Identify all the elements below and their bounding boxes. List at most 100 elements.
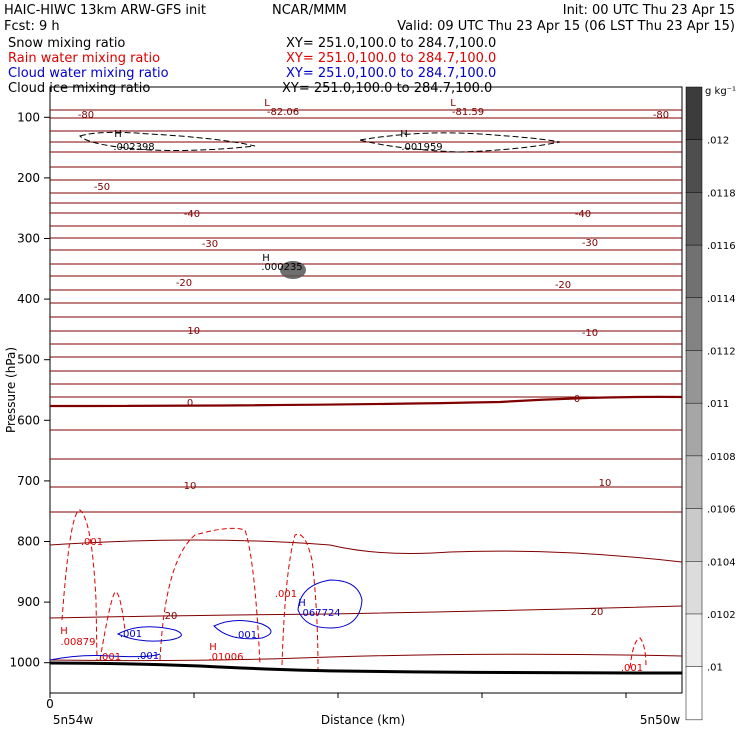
temperature-contour-line [49, 429, 683, 431]
mixing-ratio-label: .001 [81, 537, 103, 548]
colorbar-bin [685, 402, 703, 457]
cloud-water-contour-3 [297, 579, 363, 629]
temperature-contour-line [49, 263, 683, 265]
mixing-ratio-label: .001 [235, 630, 257, 641]
extremum-marker: H [262, 253, 270, 264]
cloud-ice-contour-right [359, 132, 561, 153]
temperature-contour-line [49, 511, 683, 513]
rain-contour-2 [99, 591, 126, 661]
temperature-contour-line [49, 202, 683, 204]
temperature-contour-line [49, 302, 683, 304]
header-forecast: Fcst: 9 h [4, 19, 60, 34]
temperature-contour-line [49, 486, 683, 488]
temperature-contour-line [49, 225, 683, 227]
temperature-contour-line [49, 141, 683, 143]
colorbar-label: .01 [707, 663, 723, 674]
extremum-value: .067724 [299, 608, 340, 619]
x-tick-label: 0 [46, 697, 54, 711]
temperature-label: 20 [591, 607, 604, 618]
mixing-ratio-contours [49, 131, 647, 671]
temperature-contour-line [49, 383, 683, 385]
temperature-contour-line [49, 166, 683, 168]
header-title: HAIC-HIWC 13km ARW-GFS init [4, 3, 206, 18]
temperature-contour-line [49, 109, 683, 111]
mixing-ratio-label: .001 [99, 652, 121, 663]
y-tick-label: 400 [17, 292, 40, 306]
colorbar-bin [685, 350, 703, 404]
temperature-contour-line [49, 343, 683, 345]
colorbar-bin [685, 561, 703, 615]
temperature-label: 10 [599, 478, 612, 489]
colorbar-label: .0116 [707, 241, 736, 252]
temperature-label: -30 [202, 239, 218, 250]
colorbar-label: .0108 [707, 452, 736, 463]
temperature-contour-line [49, 316, 683, 318]
temperature-contour-line [49, 192, 683, 194]
extremum-value: .01006 [209, 652, 244, 663]
colorbar-label: .0106 [707, 505, 736, 516]
temperature-label: 0 [187, 398, 193, 409]
y-tick-label: 100 [17, 110, 40, 124]
colorbar: .012 .0118 .0116 .0114 .0112 .011 .0108 .0106 .0… [685, 86, 736, 721]
extremum-marker: H [400, 129, 408, 140]
temperature-contour-line [49, 130, 683, 132]
y-tick-label: 900 [17, 595, 40, 609]
temperature-contour-line [49, 212, 683, 214]
temperature-label: 10 [184, 481, 197, 492]
temperature-label: -50 [94, 182, 110, 193]
temperature-contour-line [49, 605, 683, 619]
temperature-contour-line [49, 249, 683, 251]
temperature-label: -81.59 [452, 107, 484, 118]
colorbar-label: .0118 [707, 188, 736, 199]
temperature-contour-line [49, 458, 683, 460]
extremum-marker: H [114, 129, 122, 140]
x-tick-label: 5n50w [640, 713, 681, 727]
colorbar-bin [685, 139, 703, 194]
temperature-contour-line [49, 275, 683, 277]
y-tick-label: 600 [17, 413, 40, 427]
extremum-value: .00879 [61, 637, 96, 648]
y-tick-label: 800 [17, 535, 40, 549]
extremum-marker: H [209, 642, 217, 653]
header-init: Init: 00 UTC Thu 23 Apr 15 [563, 3, 735, 18]
temperature-label: -40 [184, 209, 200, 220]
snow-shading [280, 261, 306, 279]
mixing-ratio-label: .001 [137, 651, 159, 662]
y-tick-label: 300 [17, 232, 40, 246]
colorbar-bin [685, 455, 703, 510]
rain-contour-5 [629, 637, 647, 669]
mixing-ratio-label: .001 [275, 589, 297, 600]
temperature-label: -80 [78, 110, 94, 121]
extremum-marker: H [60, 626, 68, 637]
temperature-contour-line [49, 396, 683, 398]
temperature-contour-line [49, 395, 683, 408]
contour-labels: -80 -80 -82.06 -81.59 -50 -40 -40 -30 -30 -20 -20 -… [60, 98, 669, 674]
y-tick-label: 500 [17, 353, 40, 367]
temperature-contour-line [49, 356, 683, 358]
field-snow-name: Snow mixing ratio [8, 36, 125, 51]
colorbar-label: .011 [707, 399, 729, 410]
header-valid: Valid: 09 UTC Thu 23 Apr 15 (06 LST Thu … [397, 19, 735, 34]
field-rain-name: Rain water mixing ratio [8, 51, 160, 66]
colorbar-bin [685, 297, 703, 352]
extremum-marker: L [264, 98, 270, 109]
field-cloudice-xy: XY= 251.0,100.0 to 284.7,100.0 [282, 81, 492, 96]
cloud-ice-contour-left [79, 131, 256, 151]
field-cloudwater-name: Cloud water mixing ratio [8, 66, 169, 81]
mixing-ratio-label: .001 [120, 629, 142, 640]
temperature-contour-line [49, 539, 683, 563]
temperature-label: -40 [575, 209, 591, 220]
colorbar-bin [685, 666, 703, 721]
colorbar-unit: g kg⁻¹ [705, 86, 736, 97]
snow-max-blob [280, 261, 306, 279]
colorbar-bin [685, 86, 703, 141]
field-cloudwater-xy: XY= 251.0,100.0 to 284.7,100.0 [286, 66, 496, 81]
y-tick-label: 700 [17, 474, 40, 488]
colorbar-label: .0104 [707, 557, 736, 568]
plot-frame [49, 86, 683, 694]
extremum-value: .000235 [261, 262, 302, 273]
temperature-contour-line [49, 330, 683, 332]
terrain-line [49, 661, 683, 675]
